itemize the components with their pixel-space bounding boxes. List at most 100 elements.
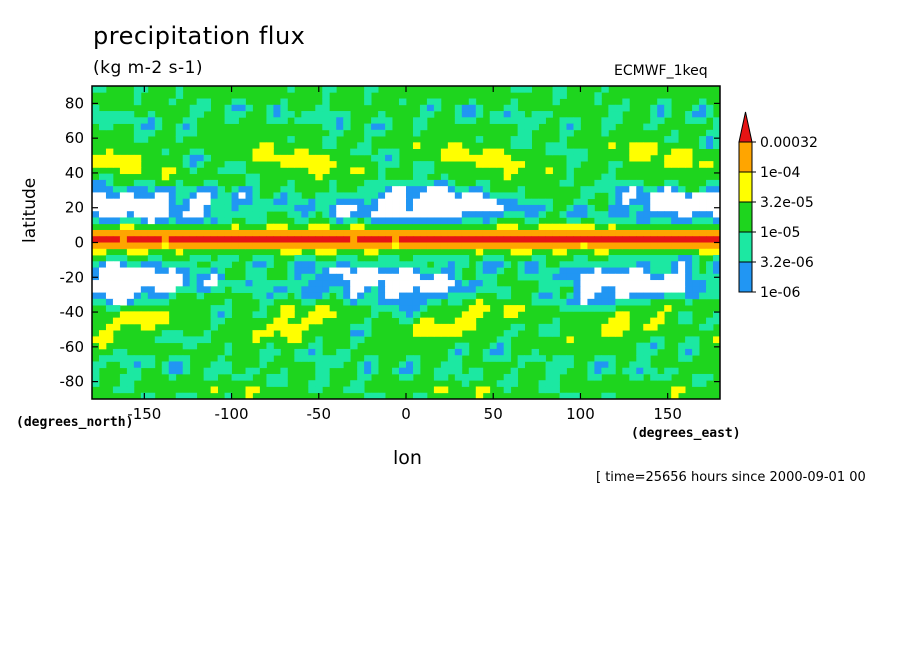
field-cell <box>315 292 323 300</box>
field-cell <box>622 217 630 225</box>
field-cell <box>189 129 198 137</box>
field-cell <box>615 273 623 281</box>
field-cell <box>329 186 337 193</box>
field-cell <box>629 286 637 293</box>
field-cell <box>280 330 288 337</box>
field-cell <box>636 367 644 375</box>
field-cell <box>524 242 532 250</box>
field-cell <box>692 373 700 381</box>
field-cell <box>615 111 623 118</box>
field-cell <box>685 192 693 200</box>
field-cell <box>294 330 302 337</box>
field-cell <box>385 179 393 187</box>
field-cell <box>671 198 679 206</box>
field-cell <box>175 198 184 206</box>
field-cell <box>105 273 114 281</box>
field-cell <box>203 242 212 250</box>
field-cell <box>273 348 281 356</box>
field-cell <box>105 305 114 312</box>
field-cell <box>566 242 574 250</box>
field-cell <box>482 305 491 312</box>
field-cell <box>217 217 225 225</box>
field-cell <box>461 204 470 212</box>
field-cell <box>217 280 225 287</box>
field-cell <box>685 317 693 325</box>
field-cell <box>336 286 344 293</box>
field-cell <box>559 86 567 93</box>
field-cell <box>685 348 693 356</box>
field-cell <box>105 117 114 124</box>
field-cell <box>412 142 421 149</box>
field-cell <box>406 204 414 212</box>
field-cell <box>175 86 184 93</box>
field-cell <box>378 173 386 181</box>
field-cell <box>510 236 519 243</box>
field-cell <box>713 267 720 275</box>
field-cell <box>140 136 149 143</box>
field-cell <box>182 286 191 293</box>
field-cell <box>210 217 218 225</box>
field-cell <box>273 198 281 206</box>
field-cell <box>566 355 574 362</box>
field-cell <box>692 292 700 300</box>
field-cell <box>475 248 484 256</box>
field-cell <box>475 305 484 312</box>
field-cell <box>461 261 470 268</box>
field-cell <box>385 261 393 268</box>
field-cell <box>545 242 553 250</box>
field-cell <box>182 117 191 124</box>
field-cell <box>475 392 484 399</box>
field-cell <box>440 242 449 250</box>
field-cell <box>133 179 142 187</box>
field-cell <box>168 192 177 200</box>
field-cell <box>461 217 470 225</box>
field-cell <box>517 267 526 275</box>
field-cell <box>650 104 658 112</box>
field-cell <box>419 117 428 124</box>
field-cell <box>126 167 135 175</box>
field-cell <box>426 298 435 306</box>
field-cell <box>545 292 553 300</box>
field-cell <box>224 361 232 369</box>
field-cell <box>419 229 428 237</box>
field-cell <box>343 267 351 275</box>
field-cell <box>531 292 539 300</box>
field-cell <box>545 286 553 293</box>
field-cell <box>636 217 644 225</box>
field-cell <box>147 111 156 118</box>
field-cell <box>629 179 637 187</box>
field-cell <box>454 111 463 118</box>
field-cell <box>685 286 693 293</box>
field-cell <box>329 123 337 131</box>
field-cell <box>252 336 260 344</box>
field-cell <box>573 211 581 218</box>
field-cell <box>671 392 679 399</box>
field-cell <box>399 280 407 287</box>
field-cell <box>92 229 100 237</box>
field-cell <box>643 204 651 212</box>
field-cell <box>615 211 623 218</box>
field-cell <box>112 198 121 206</box>
field-cell <box>482 242 491 250</box>
field-cell <box>678 242 686 250</box>
field-cell <box>336 292 344 300</box>
field-cell <box>182 355 191 362</box>
field-cell <box>245 273 253 281</box>
field-cell <box>475 236 484 243</box>
field-cell <box>378 198 386 206</box>
field-cell <box>364 323 372 331</box>
field-cell <box>433 292 442 300</box>
field-cell <box>706 280 714 287</box>
field-cell <box>217 261 225 268</box>
field-cell <box>126 292 135 300</box>
field-cell <box>489 148 498 156</box>
field-cell <box>147 273 156 281</box>
field-cell <box>112 217 121 225</box>
field-cell <box>308 229 316 237</box>
field-cell <box>587 286 595 293</box>
field-cell <box>615 292 623 300</box>
field-cell <box>322 373 330 381</box>
field-cell <box>552 229 560 237</box>
field-cell <box>657 292 665 300</box>
field-cell <box>168 373 177 381</box>
